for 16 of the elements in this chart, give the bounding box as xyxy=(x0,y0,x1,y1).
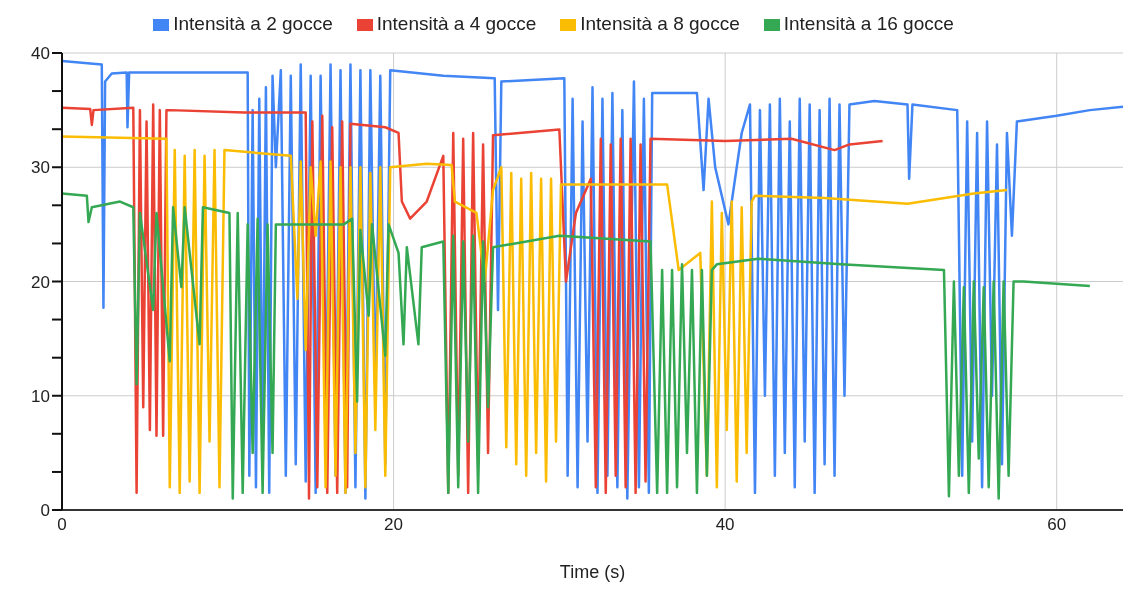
x-tick-label: 20 xyxy=(384,515,404,535)
legend-label: Intensità a 16 gocce xyxy=(783,13,954,34)
legend-label: Intensità a 4 gocce xyxy=(376,13,537,34)
legend-label: Intensità a 2 gocce xyxy=(173,13,333,34)
legend-label: Intensità a 8 gocce xyxy=(580,13,740,34)
x-tick-label: 40 xyxy=(715,515,735,535)
line-series xyxy=(62,135,1009,495)
y-tick-label: 20 xyxy=(31,272,50,292)
x-tick-label: 60 xyxy=(1047,515,1067,535)
y-tick-label: 40 xyxy=(31,44,50,64)
x-tick-label: 0 xyxy=(57,515,67,535)
x-axis-title: Time (s) xyxy=(559,562,626,582)
y-tick-label: 30 xyxy=(31,158,50,178)
y-tick-label: 0 xyxy=(40,501,50,521)
y-tick-label: 10 xyxy=(31,386,50,406)
line-series xyxy=(62,192,1092,500)
